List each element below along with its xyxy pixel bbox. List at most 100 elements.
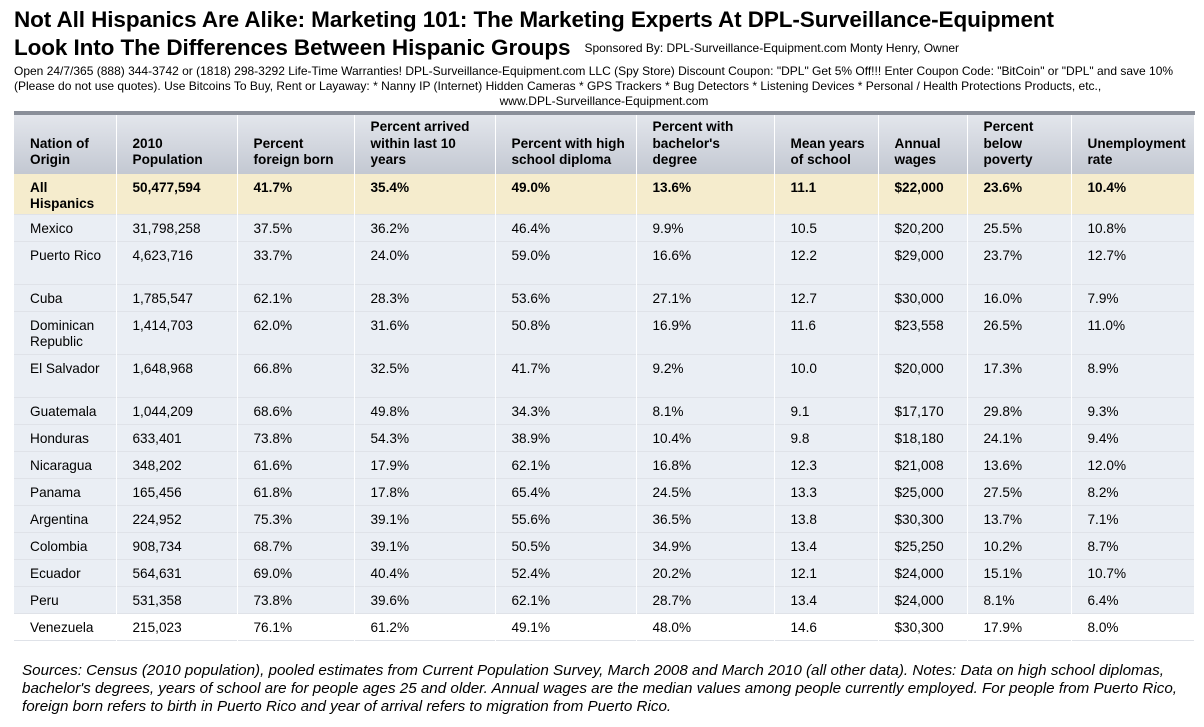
table-cell: 1,414,703 — [116, 311, 238, 355]
table-cell: 13.4 — [774, 586, 879, 614]
table-cell: 73.8% — [237, 586, 355, 614]
column-header: Nation of Origin — [14, 113, 117, 174]
summary-row: All Hispanics 50,477,594 41.7% 35.4% 49.0% 13… — [14, 173, 1195, 215]
table-cell: 28.7% — [636, 586, 775, 614]
table-cell: 8.2% — [1071, 478, 1195, 506]
promo-text: Open 24/7/365 (888) 344-3742 or (1818) 2… — [14, 64, 1174, 93]
table-row: Honduras 633,401 73.8% 54.3% 38.9% 10.4% 9.8 $1… — [14, 424, 1195, 452]
table-cell: 23.7% — [967, 241, 1072, 285]
row-label-cell: Dominican Republic — [14, 311, 117, 355]
table-cell: 12.0% — [1071, 451, 1195, 479]
table-row: Colombia 908,734 68.7% 39.1% 50.5% 34.9% 13.4 $… — [14, 532, 1195, 560]
data-table-container: Nation of Origin 2010 Population Percent f… — [14, 111, 1195, 641]
page-title: Not All Hispanics Are Alike: Marketing 1… — [14, 6, 1194, 62]
table-cell: 26.5% — [967, 311, 1072, 355]
table-cell: $20,000 — [878, 354, 968, 398]
table-cell: 12.2 — [774, 241, 879, 285]
table-cell: 10.4% — [636, 424, 775, 452]
row-label-cell: Puerto Rico — [14, 241, 117, 285]
table-cell: 10.5 — [774, 214, 879, 242]
row-label-cell: Peru — [14, 586, 117, 614]
column-header: Percent below poverty — [967, 113, 1072, 174]
table-cell: 8.0% — [1071, 613, 1195, 641]
table-cell: 13.3 — [774, 478, 879, 506]
table-cell: $24,000 — [878, 559, 968, 587]
table-cell: $24,000 — [878, 586, 968, 614]
table-row: Ecuador 564,631 69.0% 40.4% 52.4% 20.2% 12.1 $2… — [14, 559, 1195, 587]
row-label-cell: Honduras — [14, 424, 117, 452]
table-cell: 65.4% — [495, 478, 637, 506]
table-cell: 13.7% — [967, 505, 1072, 533]
column-header: 2010 Population — [116, 113, 238, 174]
table-cell: 27.1% — [636, 284, 775, 312]
table-cell: 68.6% — [237, 397, 355, 425]
table-cell: 39.1% — [354, 532, 496, 560]
table-header: Nation of Origin 2010 Population Percent f… — [14, 113, 1195, 174]
table-row: Nicaragua 348,202 61.6% 17.9% 62.1% 16.8% 12.3… — [14, 451, 1195, 479]
table-cell: 17.8% — [354, 478, 496, 506]
table-cell: 69.0% — [237, 559, 355, 587]
table-cell: 1,785,547 — [116, 284, 238, 312]
table-cell: $29,000 — [878, 241, 968, 285]
table-cell: 46.4% — [495, 214, 637, 242]
table-cell: 62.1% — [495, 451, 637, 479]
table-cell: 13.6% — [636, 173, 775, 215]
hispanic-groups-table: Nation of Origin 2010 Population Percent f… — [14, 111, 1195, 641]
row-label-cell: Panama — [14, 478, 117, 506]
table-cell: 76.1% — [237, 613, 355, 641]
row-label-cell: Colombia — [14, 532, 117, 560]
table-cell: 348,202 — [116, 451, 238, 479]
table-cell: $17,170 — [878, 397, 968, 425]
table-cell: 50.8% — [495, 311, 637, 355]
table-cell: 59.0% — [495, 241, 637, 285]
column-header: Unemployment rate — [1071, 113, 1195, 174]
table-row: Panama 165,456 61.8% 17.8% 65.4% 24.5% 13.3 $25… — [14, 478, 1195, 506]
table-cell: 12.3 — [774, 451, 879, 479]
table-cell: 6.4% — [1071, 586, 1195, 614]
table-cell: 27.5% — [967, 478, 1072, 506]
column-header: Percent with bachelor's degree — [636, 113, 775, 174]
table-cell: 61.2% — [354, 613, 496, 641]
table-cell: 24.5% — [636, 478, 775, 506]
table-cell: 66.8% — [237, 354, 355, 398]
table-cell: $25,000 — [878, 478, 968, 506]
table-cell: 17.9% — [967, 613, 1072, 641]
table-cell: 61.6% — [237, 451, 355, 479]
table-cell: $30,300 — [878, 505, 968, 533]
row-label-cell: All Hispanics — [14, 173, 117, 215]
table-cell: 29.8% — [967, 397, 1072, 425]
table-cell: 8.9% — [1071, 354, 1195, 398]
table-cell: 9.9% — [636, 214, 775, 242]
table-cell: $21,008 — [878, 451, 968, 479]
row-label-cell: El Salvador — [14, 354, 117, 398]
table-row: El Salvador 1,648,968 66.8% 32.5% 41.7% 9.2% 1… — [14, 354, 1195, 398]
table-cell: $20,200 — [878, 214, 968, 242]
table-cell: 9.8 — [774, 424, 879, 452]
table-cell: 25.5% — [967, 214, 1072, 242]
table-cell: 40.4% — [354, 559, 496, 587]
column-header: Annual wages — [878, 113, 968, 174]
table-cell: 10.7% — [1071, 559, 1195, 587]
table-cell: 9.2% — [636, 354, 775, 398]
table-cell: 38.9% — [495, 424, 637, 452]
table-cell: 41.7% — [237, 173, 355, 215]
table-row: Peru 531,358 73.8% 39.6% 62.1% 28.7% 13.4 $24,0… — [14, 586, 1195, 614]
table-cell: 36.2% — [354, 214, 496, 242]
table-cell: $25,250 — [878, 532, 968, 560]
table-cell: 15.1% — [967, 559, 1072, 587]
promo-url-link[interactable]: www.DPL-Surveillance-Equipment.com — [499, 94, 709, 108]
table-cell: 48.0% — [636, 613, 775, 641]
table-cell: 31.6% — [354, 311, 496, 355]
row-label-cell: Venezuela — [14, 613, 117, 641]
row-label-cell: Argentina — [14, 505, 117, 533]
table-cell: 16.6% — [636, 241, 775, 285]
table-cell: 11.1 — [774, 173, 879, 215]
table-cell: 10.0 — [774, 354, 879, 398]
sponsor-text: Sponsored By: DPL-Surveillance-Equipment… — [584, 41, 960, 55]
table-cell: 10.4% — [1071, 173, 1195, 215]
table-row: Guatemala 1,044,209 68.6% 49.8% 34.3% 8.1% 9.1… — [14, 397, 1195, 425]
table-cell: 11.0% — [1071, 311, 1195, 355]
table-row: Cuba 1,785,547 62.1% 28.3% 53.6% 27.1% 12.7 $30… — [14, 284, 1195, 312]
promo-block: Open 24/7/365 (888) 344-3742 or (1818) 2… — [14, 64, 1194, 109]
table-cell: 10.2% — [967, 532, 1072, 560]
